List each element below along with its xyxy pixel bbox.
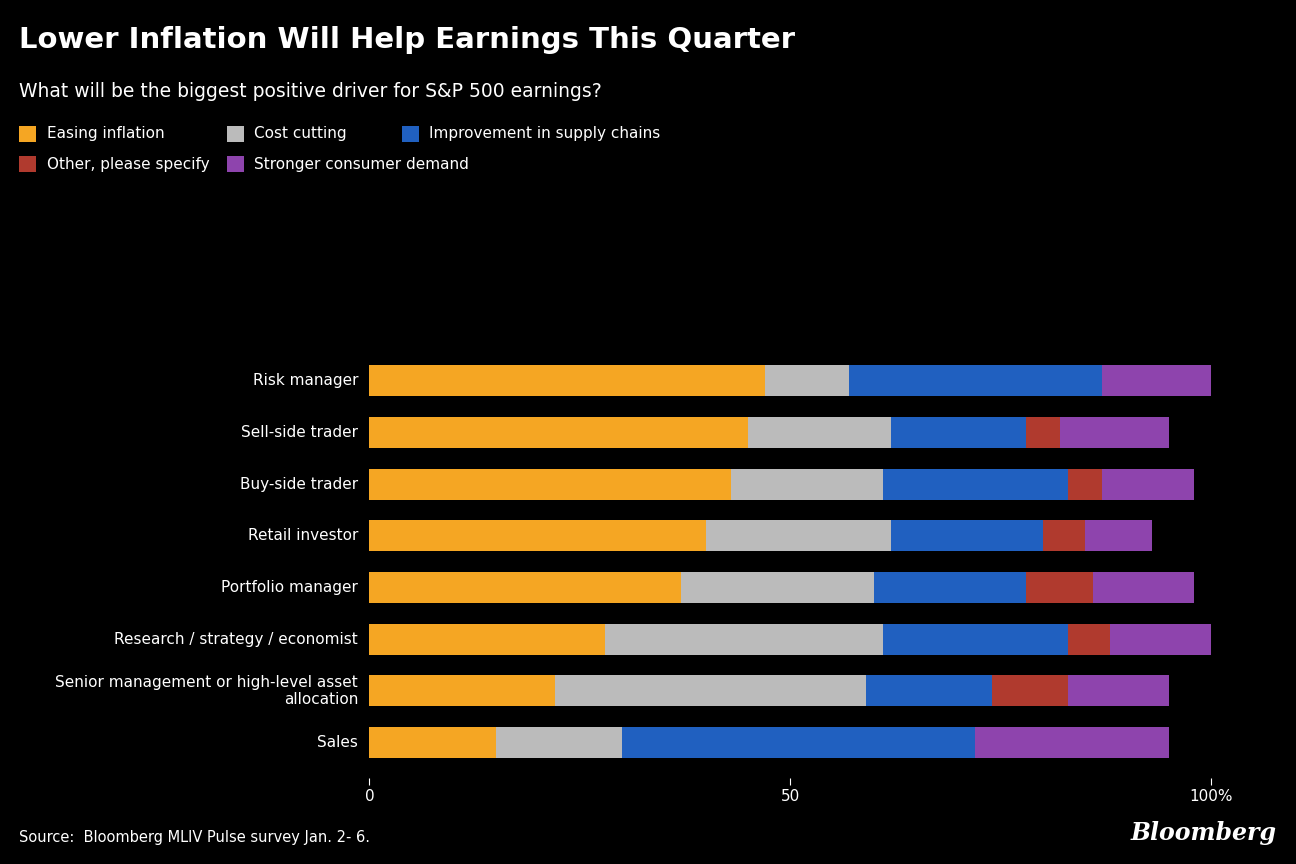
Text: Lower Inflation Will Help Earnings This Quarter: Lower Inflation Will Help Earnings This … <box>19 26 796 54</box>
Text: Cost cutting: Cost cutting <box>254 126 346 142</box>
Bar <box>849 365 1102 397</box>
Bar <box>369 624 605 655</box>
Text: What will be the biggest positive driver for S&P 500 earnings?: What will be the biggest positive driver… <box>19 82 603 101</box>
Bar <box>1068 676 1169 706</box>
Bar <box>1060 417 1169 448</box>
Bar <box>369 417 748 448</box>
Bar <box>706 520 892 551</box>
Bar <box>892 520 1043 551</box>
Bar <box>866 676 993 706</box>
Bar <box>369 365 765 397</box>
Bar <box>875 572 1026 603</box>
Bar <box>892 417 1026 448</box>
Bar <box>1068 468 1102 499</box>
Bar <box>369 676 555 706</box>
Bar <box>369 572 680 603</box>
Bar <box>1026 572 1094 603</box>
Bar <box>748 417 892 448</box>
Bar <box>495 727 622 758</box>
Bar <box>369 727 495 758</box>
Text: Easing inflation: Easing inflation <box>47 126 165 142</box>
Bar <box>993 676 1068 706</box>
Bar <box>765 365 849 397</box>
Bar <box>1085 520 1152 551</box>
Bar <box>1026 417 1060 448</box>
Bar <box>1094 572 1195 603</box>
Text: Bloomberg: Bloomberg <box>1130 821 1277 845</box>
Text: Other, please specify: Other, please specify <box>47 156 209 172</box>
Bar <box>883 624 1068 655</box>
Text: Source:  Bloomberg MLIV Pulse survey Jan. 2- 6.: Source: Bloomberg MLIV Pulse survey Jan.… <box>19 830 371 845</box>
Bar <box>555 676 866 706</box>
Bar <box>369 520 706 551</box>
Bar <box>1102 365 1212 397</box>
Bar <box>1102 468 1195 499</box>
Bar <box>605 624 883 655</box>
Bar <box>622 727 976 758</box>
Bar <box>369 468 731 499</box>
Text: Stronger consumer demand: Stronger consumer demand <box>254 156 469 172</box>
Bar <box>883 468 1068 499</box>
Bar <box>976 727 1169 758</box>
Bar <box>1068 624 1111 655</box>
Bar <box>680 572 875 603</box>
Bar <box>731 468 883 499</box>
Bar <box>1043 520 1085 551</box>
Text: Improvement in supply chains: Improvement in supply chains <box>429 126 660 142</box>
Bar <box>1111 624 1212 655</box>
